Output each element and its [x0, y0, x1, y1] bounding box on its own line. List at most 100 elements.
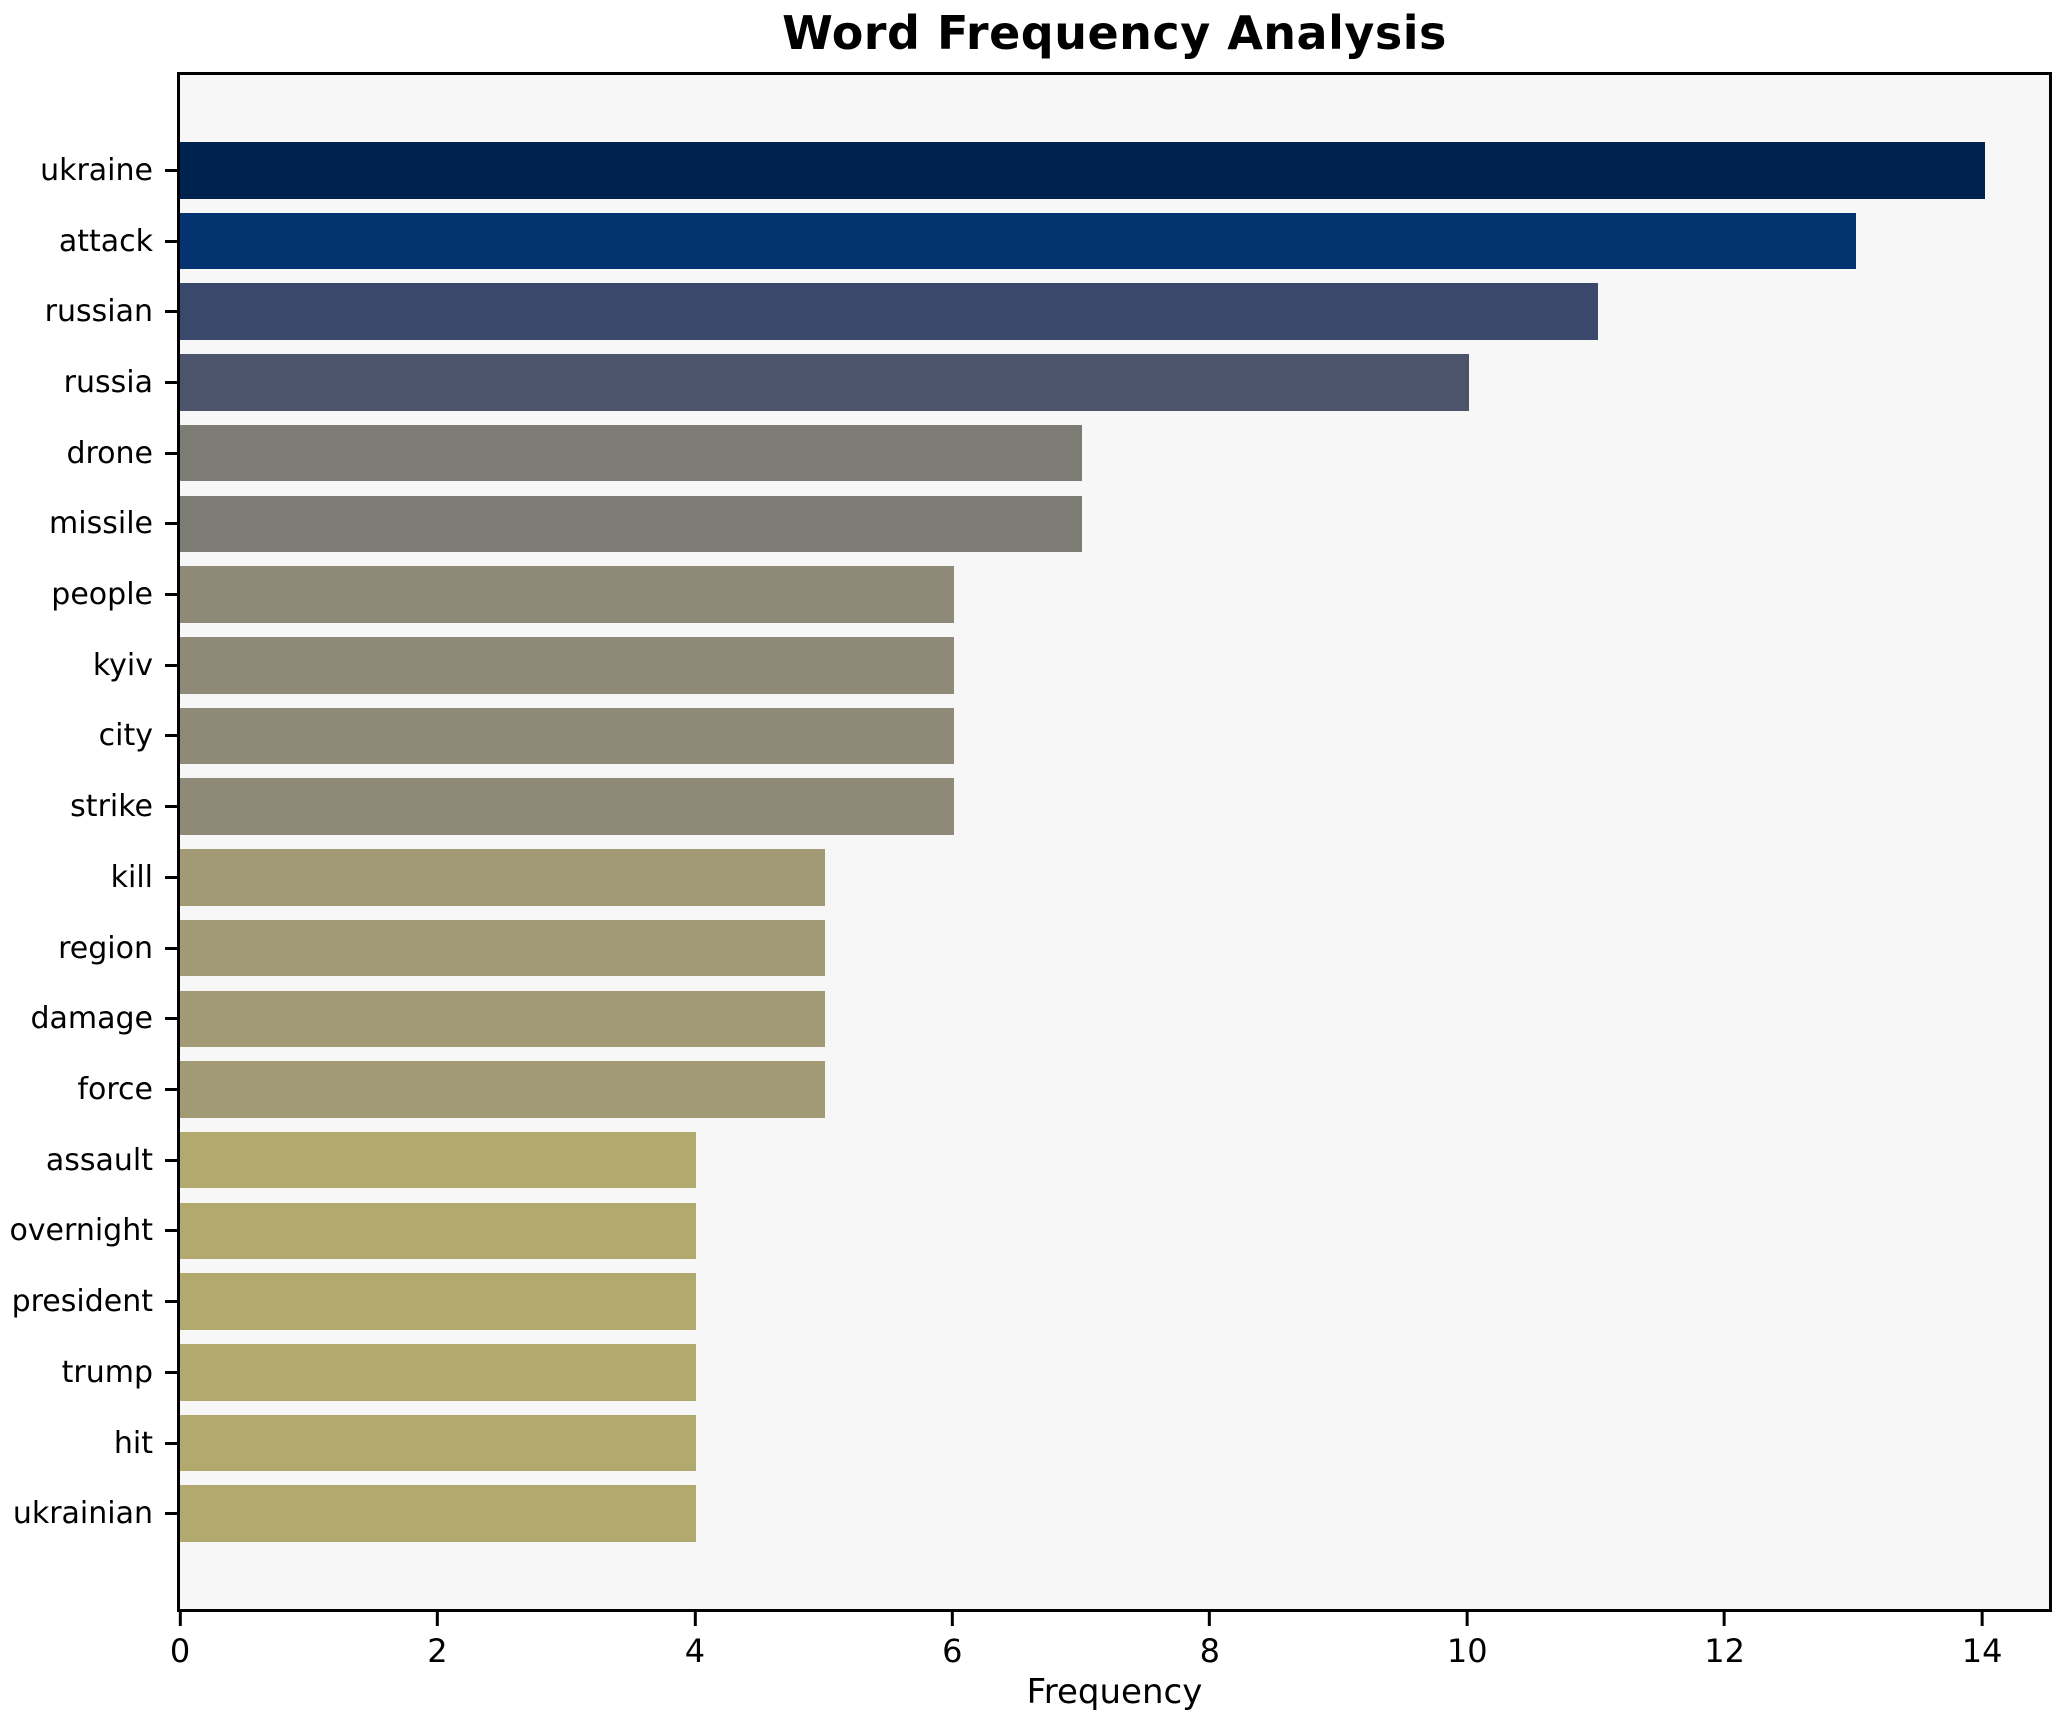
bar [180, 1344, 696, 1401]
x-tick: 2 [427, 1612, 448, 1670]
y-tick-label: ukraine [40, 152, 153, 188]
bar-row: russia [0, 347, 2052, 418]
x-tick: 8 [1200, 1612, 1220, 1670]
x-tick-mark [950, 1612, 954, 1626]
y-tick-label: city [98, 718, 153, 754]
y-tick-label: missile [49, 506, 153, 542]
x-tick-label: 4 [684, 1632, 706, 1670]
y-tick-mark [165, 1158, 177, 1162]
bar-track [177, 771, 2052, 842]
y-tick-mark [165, 1370, 177, 1374]
bar-track [177, 1196, 2052, 1267]
x-tick-label: 10 [1446, 1632, 1488, 1670]
bar-row: drone [0, 418, 2052, 489]
bar-track [177, 630, 2052, 701]
bar [180, 1202, 696, 1260]
y-tick-mark [165, 1017, 177, 1021]
bar [180, 1061, 825, 1118]
x-tick: 12 [1704, 1612, 1745, 1670]
x-tick: 0 [170, 1612, 190, 1670]
bar-row: damage [0, 983, 2052, 1054]
bar [180, 1414, 696, 1472]
bar [180, 495, 1083, 553]
bar-track [177, 1478, 2052, 1549]
y-tick-mark [165, 380, 177, 384]
bar-track [177, 135, 2052, 206]
y-tick-mark [165, 734, 177, 738]
x-tick-label: 14 [1961, 1632, 2003, 1670]
bar-row: ukraine [0, 135, 2052, 206]
y-tick-mark [165, 593, 177, 597]
bar-row: region [0, 913, 2052, 984]
bar [180, 1485, 696, 1542]
y-tick-mark [165, 239, 177, 243]
bar-track [177, 206, 2052, 277]
y-tick-mark [165, 663, 177, 667]
bar-row: overnight [0, 1196, 2052, 1267]
bar-row: attack [0, 206, 2052, 277]
y-tick-label: president [11, 1284, 153, 1320]
bar [180, 283, 1599, 341]
bar-row: kyiv [0, 630, 2052, 701]
bar-track [177, 842, 2052, 913]
x-tick-mark [1723, 1612, 1727, 1626]
bar-track [177, 559, 2052, 630]
bar [180, 212, 1857, 270]
bar [180, 990, 825, 1048]
bar-row: people [0, 559, 2052, 630]
x-tick-mark [435, 1612, 439, 1626]
bar-row: president [0, 1266, 2052, 1337]
bar-track [177, 1337, 2052, 1408]
x-tick-mark [178, 1612, 182, 1626]
x-tick-mark [1465, 1612, 1469, 1626]
bar [180, 354, 1470, 411]
x-tick-mark [1208, 1612, 1212, 1626]
bar [180, 636, 954, 694]
y-tick-label: trump [61, 1354, 153, 1390]
bar [180, 778, 954, 835]
y-tick-label: kyiv [92, 647, 153, 683]
x-axis: 0 2 4 6 8 10 12 14 [170, 1612, 2049, 1692]
bar-track [177, 913, 2052, 984]
bar-row: assault [0, 1125, 2052, 1196]
y-tick-label: ukrainian [12, 1496, 153, 1532]
x-tick-label: 12 [1704, 1632, 1745, 1670]
y-tick-label: assault [45, 1142, 153, 1178]
y-tick-label: russian [44, 294, 153, 330]
y-tick-mark [165, 1512, 177, 1516]
x-tick: 6 [942, 1612, 962, 1670]
y-tick-label: region [58, 930, 153, 966]
y-tick-label: russia [63, 364, 153, 400]
bar [180, 566, 954, 623]
bar [180, 849, 825, 906]
bar-track [177, 347, 2052, 418]
bar-row: ukrainian [0, 1478, 2052, 1549]
bar [180, 142, 1985, 199]
x-tick-mark [693, 1612, 697, 1626]
bar-row: strike [0, 771, 2052, 842]
y-tick-mark [165, 1441, 177, 1445]
bar [180, 919, 825, 977]
bar-track [177, 701, 2052, 772]
chart-title: Word Frequency Analysis [782, 6, 1447, 60]
y-tick-label: attack [58, 223, 153, 259]
x-tick-label: 6 [942, 1632, 963, 1670]
bar-track [177, 276, 2052, 347]
y-tick-label: force [77, 1071, 153, 1107]
bar [180, 1131, 696, 1189]
y-tick-mark [165, 805, 177, 809]
x-tick: 14 [1961, 1612, 2003, 1670]
y-tick-mark [165, 1087, 177, 1091]
x-tick-label: 0 [169, 1632, 191, 1670]
y-tick-label: kill [110, 859, 153, 895]
bar-row: kill [0, 842, 2052, 913]
bar-track [177, 1266, 2052, 1337]
bar [180, 424, 1083, 482]
x-tick-label: 8 [1199, 1632, 1220, 1670]
bar-track [177, 489, 2052, 560]
x-axis-label: Frequency [1026, 1672, 1203, 1712]
bar-row: russian [0, 276, 2052, 347]
bar [180, 1273, 696, 1330]
y-tick-label: overnight [9, 1213, 153, 1249]
